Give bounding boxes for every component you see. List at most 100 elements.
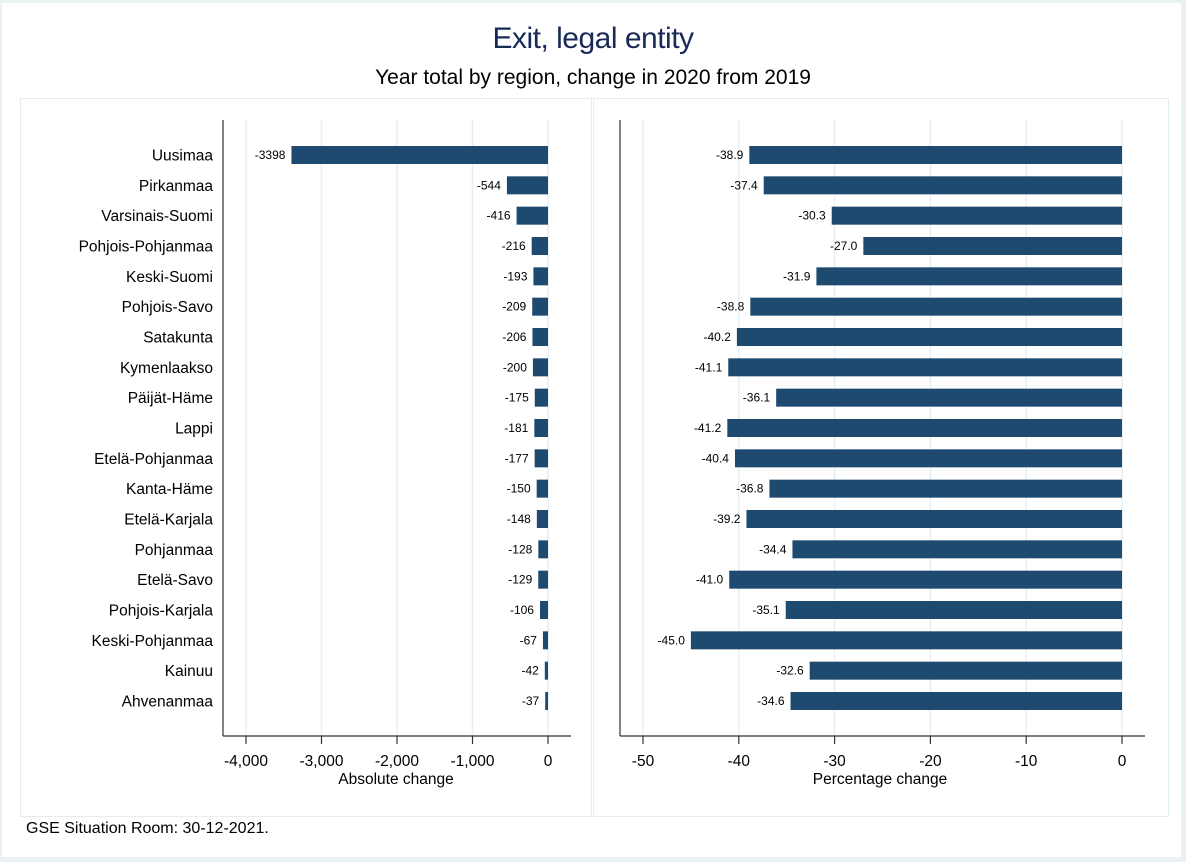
category-label: Etelä-Pohjanmaa (94, 451, 213, 468)
abs-value-label: -37 (522, 694, 540, 708)
pct-value-label: -40.2 (704, 330, 732, 344)
abs-bar (291, 146, 548, 164)
category-label: Pohjois-Savo (122, 299, 213, 316)
pct-x-tick-label: -50 (632, 753, 655, 770)
category-label: Ahvenanmaa (122, 694, 214, 711)
abs-x-tick-label: -4,000 (224, 753, 268, 770)
pct-x-tick-label: -30 (823, 753, 846, 770)
pct-value-label: -34.4 (759, 542, 787, 556)
abs-value-label: -148 (507, 512, 531, 526)
abs-bar (545, 692, 548, 710)
pct-bar (728, 358, 1122, 377)
abs-bar (532, 297, 548, 316)
abs-x-tick-label: 0 (544, 753, 553, 770)
abs-bar (532, 328, 548, 346)
category-label: Pohjois-Karjala (109, 603, 214, 620)
abs-x-axis-title: Absolute change (338, 771, 453, 788)
category-label: Pohjanmaa (135, 542, 214, 559)
pct-x-tick-label: -10 (1015, 753, 1038, 770)
pct-bar (763, 176, 1122, 195)
abs-value-label: -216 (502, 239, 526, 253)
abs-value-label: -175 (505, 391, 529, 405)
pct-value-label: -41.1 (695, 360, 723, 374)
category-label: Etelä-Karjala (124, 512, 213, 529)
category-label: Satakunta (143, 330, 213, 347)
abs-bar (533, 267, 548, 286)
chart-title: Exit, legal entity (492, 22, 694, 55)
abs-x-tick-label: -2,000 (375, 753, 419, 770)
category-label: Varsinais-Suomi (101, 208, 213, 225)
category-label: Päijät-Häme (128, 390, 213, 407)
source-note: GSE Situation Room: 30-12-2021. (26, 820, 269, 837)
pct-value-label: -40.4 (702, 451, 730, 465)
pct-bar (831, 206, 1122, 225)
pct-bar (785, 601, 1122, 619)
chart-subtitle: Year total by region, change in 2020 fro… (375, 66, 811, 89)
abs-value-label: -3398 (255, 148, 286, 162)
abs-value-label: -150 (507, 482, 531, 496)
abs-bar (538, 540, 548, 559)
abs-value-label: -544 (477, 178, 501, 192)
abs-value-label: -416 (487, 209, 511, 223)
pct-value-label: -34.6 (757, 694, 785, 708)
abs-value-label: -42 (521, 664, 539, 678)
pct-bar (736, 328, 1122, 346)
abs-value-label: -128 (508, 542, 532, 556)
pct-x-tick-label: -40 (728, 753, 751, 770)
category-label: Keski-Suomi (126, 269, 213, 286)
pct-value-label: -32.6 (776, 664, 804, 678)
pct-bar (690, 631, 1122, 650)
pct-bar (727, 419, 1122, 437)
abs-value-label: -181 (504, 421, 528, 435)
pct-x-tick-label: 0 (1118, 753, 1127, 770)
abs-value-label: -209 (502, 300, 526, 314)
abs-bar (536, 479, 548, 498)
abs-value-label: -206 (502, 330, 526, 344)
pct-value-label: -45.0 (658, 633, 686, 647)
category-label: Etelä-Savo (137, 572, 213, 589)
pct-value-label: -37.4 (730, 178, 758, 192)
pct-value-label: -39.2 (713, 512, 741, 526)
abs-x-tick-label: -1,000 (451, 753, 495, 770)
abs-bar (532, 358, 548, 377)
category-label: Keski-Pohjanmaa (92, 633, 214, 650)
pct-value-label: -41.2 (694, 421, 722, 435)
pct-bar (729, 570, 1122, 589)
abs-bar (534, 388, 548, 407)
pct-bar (792, 540, 1122, 559)
abs-bar (536, 510, 548, 528)
category-label: Pohjois-Pohjanmaa (79, 239, 214, 256)
pct-value-label: -36.1 (743, 391, 771, 405)
pct-value-label: -38.9 (716, 148, 744, 162)
pct-bar (749, 146, 1122, 164)
abs-bar (542, 631, 548, 650)
pct-bar (769, 479, 1122, 498)
pct-value-label: -38.8 (717, 300, 745, 314)
pct-value-label: -31.9 (783, 269, 811, 283)
pct-value-label: -35.1 (752, 603, 780, 617)
pct-bar (790, 692, 1122, 710)
abs-bar (534, 449, 548, 468)
abs-value-label: -177 (505, 451, 529, 465)
abs-bar (531, 237, 548, 255)
pct-value-label: -41.0 (696, 573, 724, 587)
pct-bar (816, 267, 1122, 286)
pct-bar (746, 510, 1122, 528)
pct-bar (776, 388, 1122, 407)
abs-bar (539, 601, 548, 619)
category-label: Uusimaa (152, 148, 214, 165)
abs-value-label: -200 (503, 360, 527, 374)
abs-value-label: -106 (510, 603, 534, 617)
pct-x-axis-title: Percentage change (813, 771, 947, 788)
abs-bar (544, 661, 548, 680)
category-label: Pirkanmaa (139, 178, 213, 195)
category-label: Lappi (175, 421, 213, 438)
category-label: Kanta-Häme (126, 481, 213, 498)
pct-bar (734, 449, 1122, 468)
abs-x-tick-label: -3,000 (300, 753, 344, 770)
abs-value-label: -193 (503, 269, 527, 283)
pct-value-label: -27.0 (830, 239, 858, 253)
abs-bar (516, 206, 548, 225)
abs-bar (538, 570, 548, 589)
pct-value-label: -30.3 (798, 209, 826, 223)
